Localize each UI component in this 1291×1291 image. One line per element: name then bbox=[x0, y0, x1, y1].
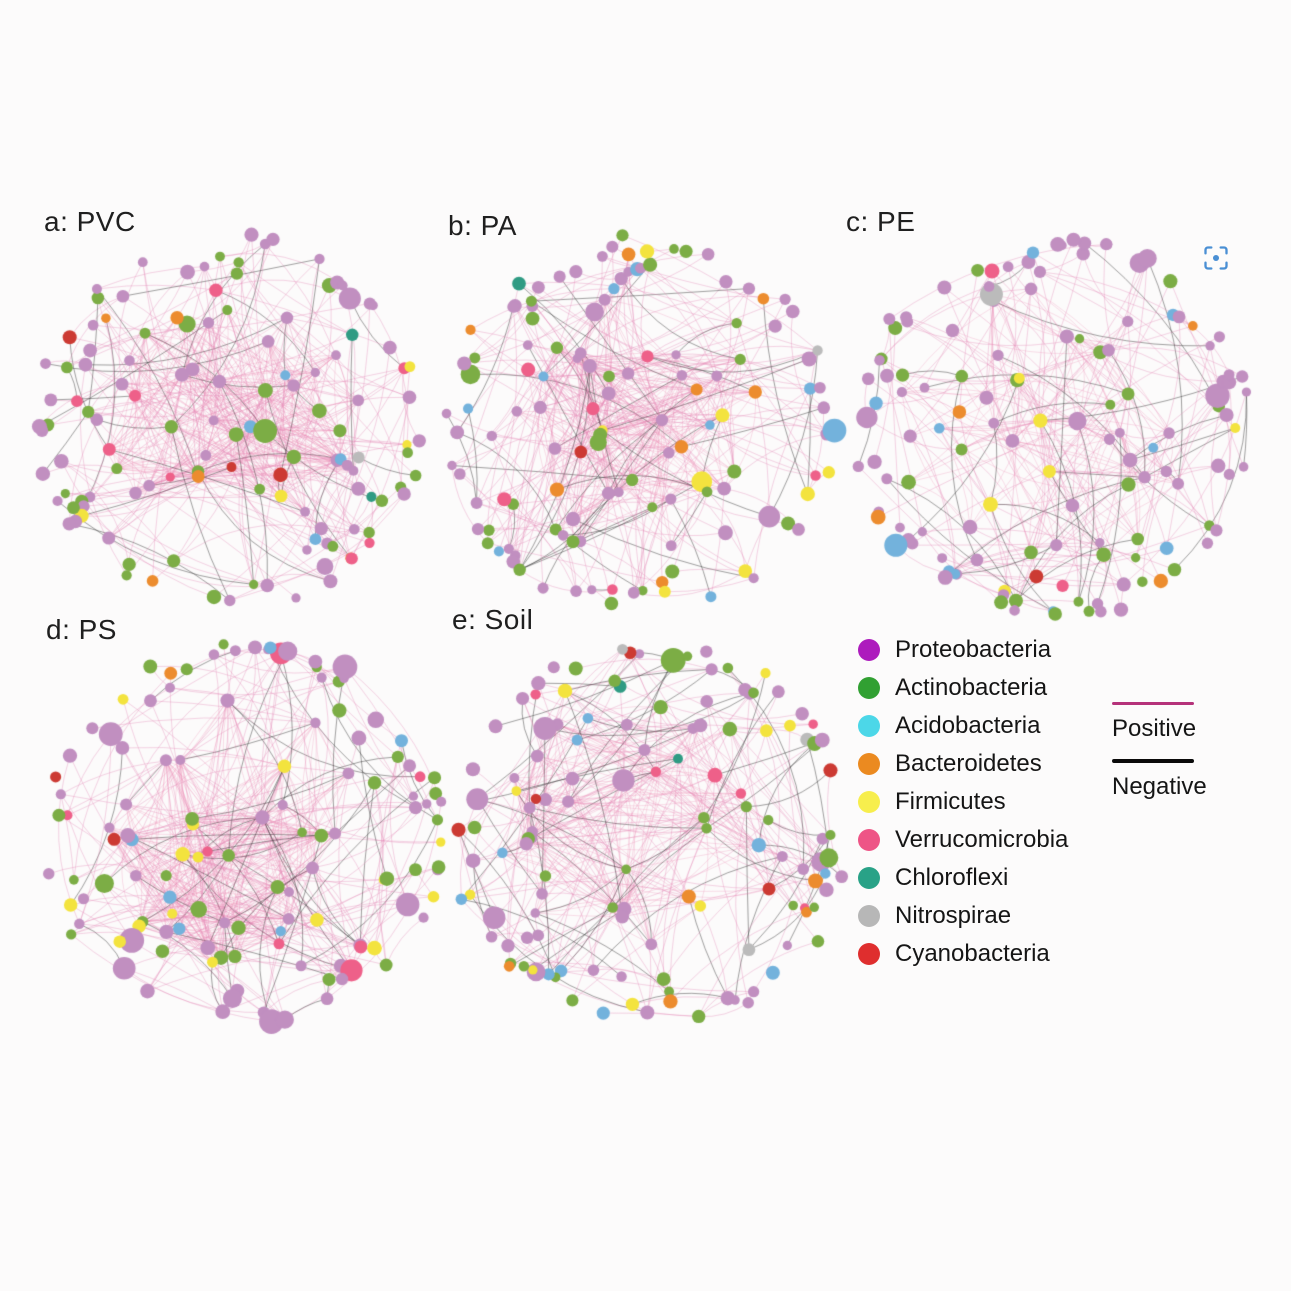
legend-item: Verrucomicrobia bbox=[858, 826, 1118, 854]
panel-label-pe: c: PE bbox=[846, 206, 916, 237]
legend-item: Acidobacteria bbox=[858, 712, 1118, 740]
verrucomicrobia-dot-icon bbox=[858, 829, 880, 851]
legend-label: Proteobacteria bbox=[895, 636, 1052, 663]
chloroflexi-dot-icon bbox=[858, 867, 880, 889]
legend-label: Nitrospirae bbox=[895, 902, 1012, 929]
edge-legend: Positive Negative bbox=[1112, 702, 1242, 801]
legend-item: Nitrospirae bbox=[858, 902, 1118, 930]
panel-label-pvc: a: PVC bbox=[44, 206, 136, 237]
bacteroidetes-dot-icon bbox=[858, 753, 880, 775]
scan-icon[interactable] bbox=[1200, 242, 1232, 274]
legend-item: Chloroflexi bbox=[858, 864, 1118, 892]
negative-edge-label: Negative bbox=[1112, 773, 1207, 800]
acidobacteria-dot-icon bbox=[858, 715, 880, 737]
legend-label: Firmicutes bbox=[895, 788, 1006, 815]
phylum-legend: Proteobacteria Actinobacteria Acidobacte… bbox=[858, 636, 1118, 978]
positive-edge-label: Positive bbox=[1112, 715, 1197, 742]
legend-label: Acidobacteria bbox=[895, 712, 1041, 739]
positive-edge-line-icon bbox=[1112, 702, 1194, 705]
firmicutes-dot-icon bbox=[858, 791, 880, 813]
nitrospirae-dot-icon bbox=[858, 905, 880, 927]
actinobacteria-dot-icon bbox=[858, 677, 880, 699]
legend-item: Proteobacteria bbox=[858, 636, 1118, 664]
legend-label: Actinobacteria bbox=[895, 674, 1048, 701]
legend-label: Chloroflexi bbox=[895, 864, 1009, 891]
legend-label: Verrucomicrobia bbox=[895, 826, 1069, 853]
panel-label-soil: e: Soil bbox=[452, 604, 534, 635]
panel-label-ps: d: PS bbox=[46, 614, 117, 645]
legend-item: Firmicutes bbox=[858, 788, 1118, 816]
negative-edge-line-icon bbox=[1112, 759, 1194, 763]
legend-label: Cyanobacteria bbox=[895, 940, 1050, 967]
legend-label: Bacteroidetes bbox=[895, 750, 1042, 777]
cyanobacteria-dot-icon bbox=[858, 943, 880, 965]
legend-item: Actinobacteria bbox=[858, 674, 1118, 702]
legend-item: Cyanobacteria bbox=[858, 940, 1118, 968]
legend-item: Bacteroidetes bbox=[858, 750, 1118, 778]
panel-label-pa: b: PA bbox=[448, 210, 517, 241]
proteobacteria-dot-icon bbox=[858, 639, 880, 661]
